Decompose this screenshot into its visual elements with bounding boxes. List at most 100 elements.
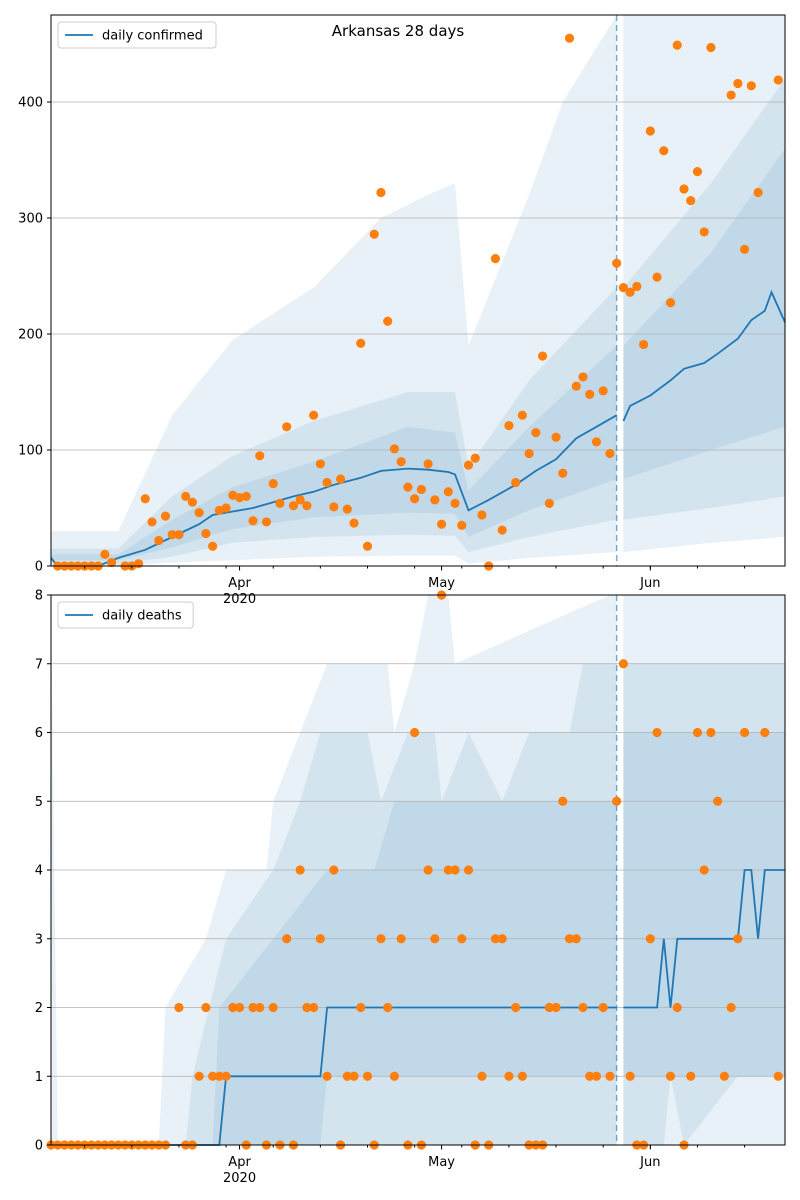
confirmed-data-point — [181, 491, 191, 501]
deaths-data-point — [558, 796, 568, 806]
confirmed-data-point — [672, 40, 682, 50]
deaths-data-point — [564, 934, 575, 944]
deaths-ytick-label: 7 — [35, 657, 43, 672]
confirmed-data-point — [551, 432, 561, 442]
confirmed-data-point — [322, 477, 332, 488]
deaths-legend-label: daily deaths — [102, 609, 182, 624]
deaths-data-point — [625, 1071, 635, 1081]
confirmed-data-point — [315, 459, 325, 469]
confirmed-line-forecast — [622, 289, 786, 422]
confirmed-xtick-label: May — [428, 576, 455, 591]
deaths-data-point — [497, 934, 507, 944]
confirmed-data-point — [544, 498, 554, 508]
deaths-data-point — [214, 1071, 224, 1081]
confirmed-data-point — [221, 503, 231, 513]
deaths-data-point — [221, 1071, 231, 1081]
deaths-ytick-label: 0 — [35, 1139, 43, 1154]
deaths-data-point — [356, 1002, 366, 1013]
confirmed-data-point — [612, 258, 622, 268]
confirmed-ytick-label: 100 — [18, 444, 43, 459]
confirmed-data-point — [625, 287, 635, 297]
confirmed-data-point — [531, 428, 541, 438]
deaths-data-point — [773, 1071, 783, 1081]
deaths-data-point — [295, 865, 305, 875]
deaths-data-point — [282, 934, 292, 944]
deaths-data-point — [228, 1002, 238, 1013]
deaths-xtick-label: 2020 — [223, 1171, 256, 1186]
confirmed-band-2-forecast — [623, 148, 785, 479]
deaths-data-point — [208, 1071, 218, 1081]
confirmed-data-point — [746, 81, 756, 91]
deaths-data-point — [618, 659, 628, 669]
confirmed-data-point — [497, 525, 507, 535]
deaths-ytick-label: 5 — [35, 795, 43, 810]
confirmed-data-point — [208, 541, 218, 551]
deaths-data-point — [389, 1071, 400, 1081]
confirmed-data-point — [174, 530, 184, 540]
confirmed-data-point — [275, 498, 285, 508]
confirmed-data-point — [329, 502, 339, 512]
deaths-data-point — [713, 796, 723, 806]
deaths-ytick-label: 6 — [35, 726, 43, 741]
deaths-xtick-label: May — [428, 1155, 455, 1170]
deaths-data-point — [463, 865, 474, 875]
deaths-data-point — [349, 1071, 359, 1081]
deaths-data-point — [672, 1002, 682, 1013]
confirmed-data-point — [726, 90, 736, 100]
confirmed-data-point — [598, 386, 608, 396]
confirmed-data-point — [450, 498, 460, 508]
confirmed-ytick-label: 0 — [35, 560, 43, 575]
confirmed-data-point — [463, 460, 474, 470]
deaths-data-point — [598, 1002, 608, 1013]
deaths-data-point — [612, 796, 622, 806]
deaths-data-point — [686, 1071, 696, 1081]
deaths-data-point — [571, 934, 581, 944]
deaths-data-point — [551, 1002, 561, 1013]
deaths-legend-box — [57, 601, 194, 629]
confirmed-data-point — [739, 244, 750, 254]
confirmed-data-point — [187, 497, 198, 507]
deaths-data-point — [706, 727, 716, 738]
confirmed-data-point — [605, 448, 615, 459]
deaths-band-1-forecast — [623, 663, 785, 1145]
deaths-data-point — [309, 1002, 319, 1013]
confirmed-grid — [51, 101, 785, 567]
confirmed-data-point — [154, 535, 164, 546]
confirmed-data-point — [659, 146, 669, 156]
deaths-data-point — [342, 1071, 352, 1081]
confirmed-data-point — [430, 495, 440, 505]
confirmed-band-1-past — [51, 287, 617, 564]
confirmed-data-point — [282, 422, 292, 432]
confirmed-data-point — [679, 184, 689, 194]
confirmed-data-point — [396, 457, 406, 467]
deaths-data-point — [511, 1002, 521, 1013]
confirmed-data-point — [376, 187, 386, 198]
confirmed-data-point — [511, 477, 521, 488]
confirmed-data-point — [558, 468, 568, 478]
confirmed-data-point — [410, 494, 420, 504]
confirmed-data-point — [335, 474, 346, 484]
confirmed-ytick-label: 200 — [18, 328, 43, 343]
deaths-data-point — [255, 1002, 265, 1013]
deaths-data-point — [457, 934, 467, 944]
confirmed-data-point — [652, 272, 662, 282]
deaths-data-point — [234, 1002, 245, 1013]
confirmed-data-point — [416, 484, 426, 495]
confirmed-data-point — [389, 444, 400, 454]
confirmed-data-point — [645, 126, 655, 136]
deaths-data-point — [302, 1002, 312, 1013]
confirmed-data-point — [524, 448, 534, 459]
deaths-data-point — [322, 1071, 332, 1081]
confirmed-data-point — [773, 75, 783, 85]
deaths-data-point — [605, 1071, 615, 1081]
confirmed-data-point — [100, 549, 110, 560]
confirmed-xtick-label: Apr — [228, 576, 251, 591]
confirmed-data-point — [537, 351, 548, 361]
confirmed-legend-box — [57, 21, 217, 49]
deaths-data-point — [383, 1002, 393, 1013]
deaths-data-point — [652, 727, 662, 738]
deaths-data-point — [376, 934, 386, 944]
confirmed-data-point — [436, 519, 447, 529]
